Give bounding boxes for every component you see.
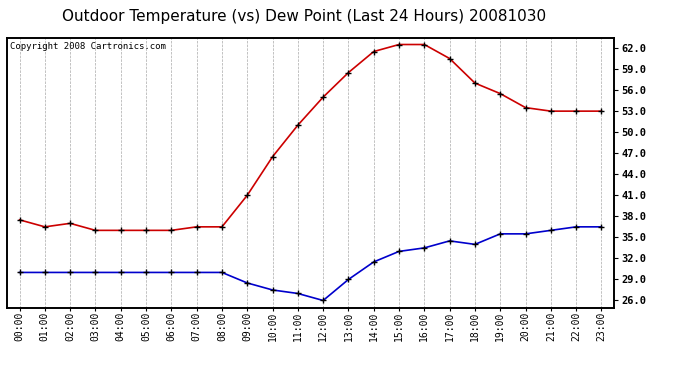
Text: Outdoor Temperature (vs) Dew Point (Last 24 Hours) 20081030: Outdoor Temperature (vs) Dew Point (Last…	[61, 9, 546, 24]
Text: Copyright 2008 Cartronics.com: Copyright 2008 Cartronics.com	[10, 42, 166, 51]
